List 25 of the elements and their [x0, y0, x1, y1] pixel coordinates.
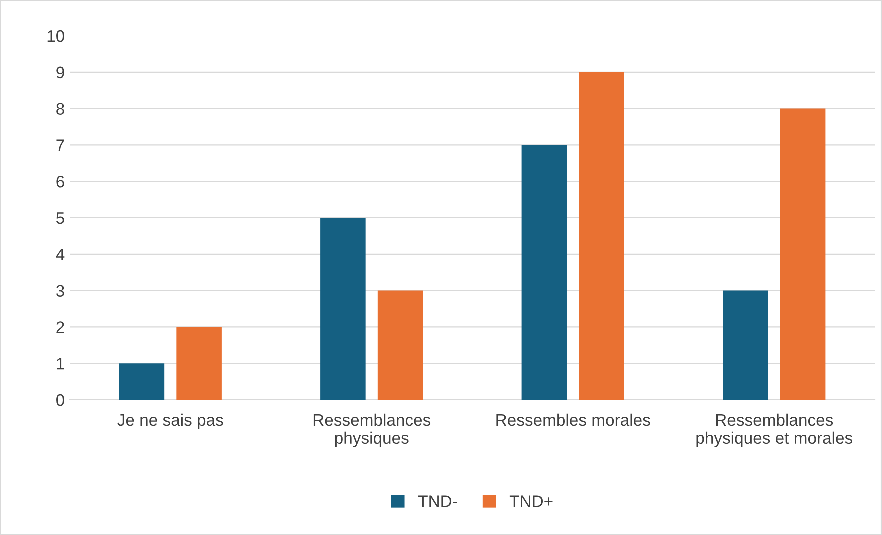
legend-label: TND- — [418, 496, 458, 508]
x-tick-label: Ressemblances physiques et morales — [696, 414, 853, 448]
y-tick-label: 0 — [56, 394, 64, 406]
y-tick-label: 9 — [56, 66, 64, 79]
y-tick-label: 1 — [57, 358, 64, 370]
bar — [119, 364, 165, 400]
y-tick-label: 6 — [56, 176, 64, 188]
y-tick-label: 4 — [56, 248, 65, 260]
y-tick-label: 3 — [56, 285, 64, 298]
y-tick-label: 2 — [56, 322, 64, 334]
bar — [378, 290, 424, 400]
x-tick-label: Ressemblances physiques — [314, 414, 431, 448]
bar — [320, 218, 366, 400]
y-tick-label: 5 — [56, 212, 64, 224]
bar — [522, 145, 568, 400]
legend-label: TND+ — [510, 496, 553, 508]
bar — [176, 327, 222, 400]
y-tick-label: 10 — [48, 30, 64, 42]
x-tick-label: Je ne sais pas — [118, 414, 224, 430]
x-tick-label: Ressembles morales — [496, 414, 650, 426]
y-tick-label: 7 — [56, 140, 64, 152]
bar — [780, 108, 826, 400]
bar — [579, 72, 624, 400]
bar — [723, 290, 768, 400]
y-tick-label: 8 — [56, 103, 64, 116]
